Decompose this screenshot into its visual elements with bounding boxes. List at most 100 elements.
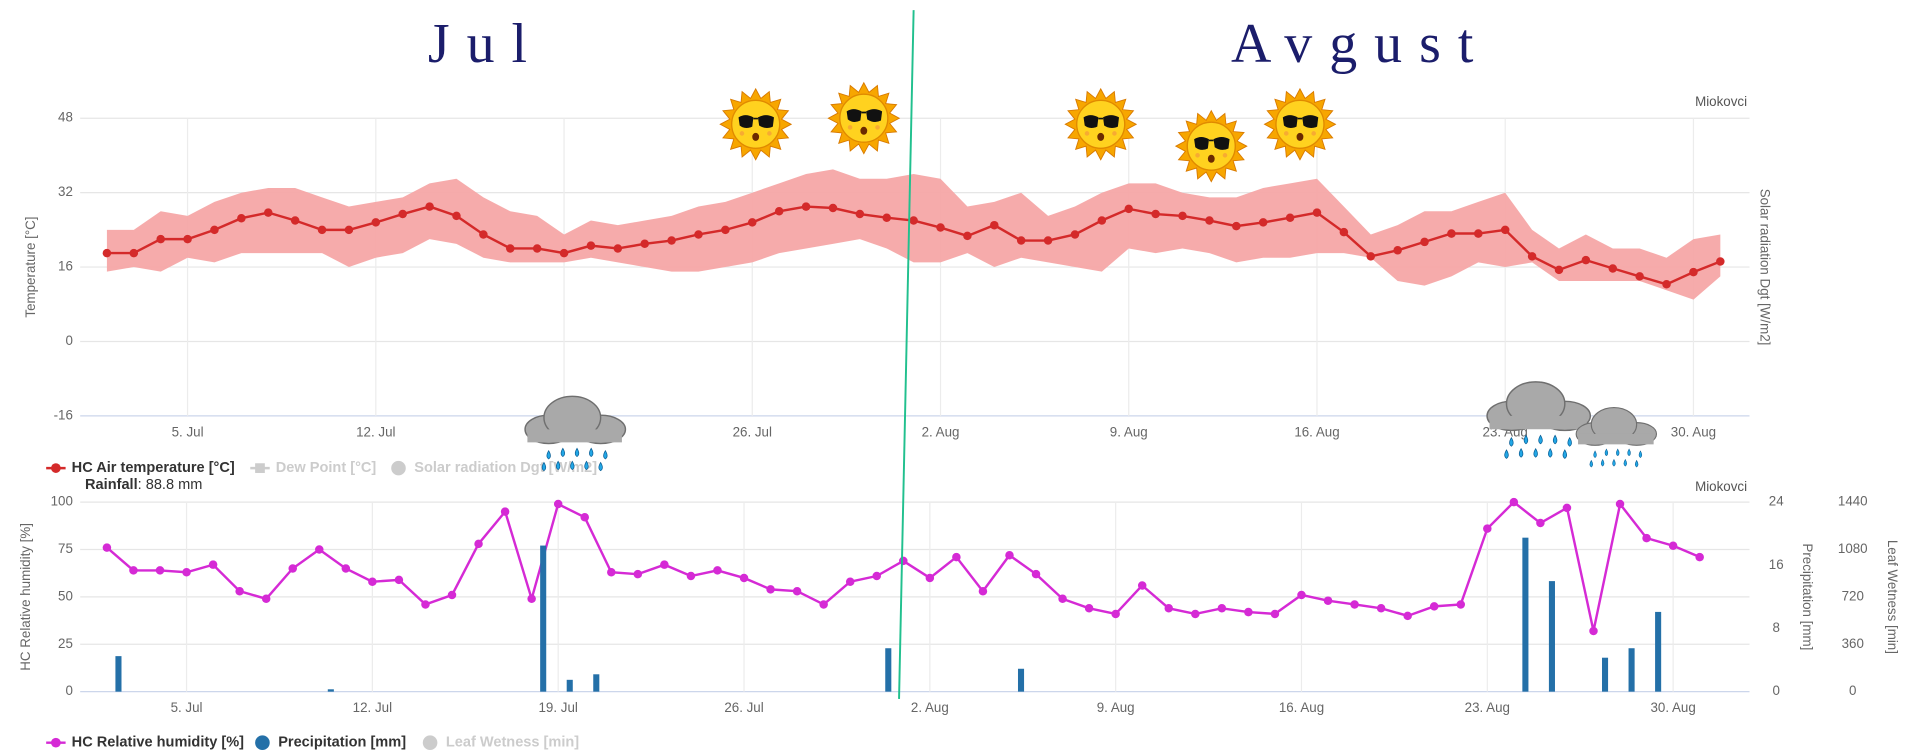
point [394, 575, 404, 585]
point [506, 244, 515, 253]
credit: Miokovci [1695, 94, 1747, 109]
point [739, 573, 749, 583]
legend-item[interactable]: HC Relative humidity [%] [46, 735, 244, 751]
x-tick-label: 26. Jul [724, 700, 763, 715]
point [479, 230, 488, 239]
point [580, 513, 589, 522]
point [1662, 280, 1671, 289]
point [766, 585, 775, 594]
point [1366, 252, 1376, 261]
y-tick-label: 25 [58, 636, 73, 651]
point [1695, 552, 1704, 562]
point [1429, 602, 1439, 611]
bar [1601, 657, 1609, 692]
x-tick-label: 16. Aug [1294, 424, 1339, 439]
month-label: Jul [428, 13, 544, 75]
legend-marker [391, 460, 406, 476]
legend-marker [51, 737, 61, 748]
rain-cloud-icon [1486, 381, 1592, 460]
point [1642, 533, 1651, 543]
bar [593, 674, 600, 692]
month-divider [898, 10, 915, 699]
point [936, 223, 945, 232]
y-tick-label: 75 [58, 541, 73, 556]
month-label: Avgust [1231, 13, 1490, 75]
point [855, 209, 865, 219]
x-tick-label: 30. Aug [1671, 424, 1716, 439]
point [721, 225, 730, 235]
legend-item[interactable]: Leaf Wetness [min] [422, 735, 579, 751]
y2-tick-label: 24 [1769, 494, 1784, 509]
point [748, 218, 757, 227]
y-tick-label: 50 [58, 588, 73, 603]
point [963, 231, 972, 241]
point [500, 507, 510, 516]
bar [1017, 668, 1025, 692]
sun-icon [1174, 109, 1248, 183]
point [1608, 264, 1618, 273]
point [1191, 609, 1200, 619]
legend-item[interactable]: Precipitation [mm] [255, 735, 406, 751]
point [660, 560, 669, 569]
legend-marker [255, 463, 265, 473]
legend-item[interactable]: HC Air temperature [°C] [46, 460, 235, 476]
annotation-label: Rainfall [85, 477, 138, 493]
point [421, 600, 430, 609]
point [344, 225, 354, 235]
point [1137, 581, 1147, 590]
point [182, 568, 191, 577]
point [1297, 590, 1306, 600]
point [1562, 503, 1572, 513]
point [1084, 604, 1094, 613]
bar [566, 679, 573, 692]
y-axis-title: HC Relative humidity [%] [18, 523, 33, 671]
point [288, 564, 297, 573]
y2-tick-label: 0 [1772, 683, 1779, 698]
point [1615, 499, 1625, 509]
y-tick-label: 100 [51, 494, 73, 509]
point [925, 573, 935, 583]
point [713, 566, 722, 575]
point [792, 586, 802, 596]
point [1350, 600, 1359, 609]
point [607, 568, 616, 577]
x-tick-label: 5. Jul [171, 700, 203, 715]
point [290, 216, 300, 225]
legend-marker [422, 735, 438, 750]
point [1581, 255, 1591, 265]
credit: Miokovci [1695, 479, 1747, 494]
bar [115, 656, 122, 692]
point [1043, 236, 1053, 245]
point [872, 571, 882, 581]
point [1124, 204, 1133, 214]
point [1244, 607, 1253, 617]
y-tick-label: 0 [65, 333, 72, 348]
point [1393, 246, 1402, 255]
point [1420, 237, 1429, 247]
point [474, 539, 483, 549]
point [129, 566, 138, 575]
bar [540, 545, 547, 692]
y-tick-label: 16 [58, 259, 73, 274]
point [155, 566, 165, 575]
point [129, 248, 139, 258]
legend-item[interactable]: Solar radiation Dgt [W/m2] [391, 460, 597, 476]
point [828, 203, 838, 213]
point [1205, 216, 1214, 225]
annotation-text: : 88.8 mm [138, 477, 203, 493]
point [368, 577, 377, 586]
range-area [106, 169, 1721, 300]
point [1689, 267, 1698, 277]
bar [885, 648, 892, 692]
point [371, 218, 381, 227]
bar [1628, 648, 1635, 692]
point [694, 230, 703, 239]
point [1509, 497, 1519, 507]
legend-item[interactable]: Dew Point [°C] [250, 460, 376, 476]
x-tick-label: 23. Aug [1465, 700, 1510, 715]
point [1217, 604, 1227, 613]
point [1635, 272, 1644, 281]
point [667, 236, 676, 245]
point [1178, 211, 1187, 221]
point [527, 594, 536, 604]
